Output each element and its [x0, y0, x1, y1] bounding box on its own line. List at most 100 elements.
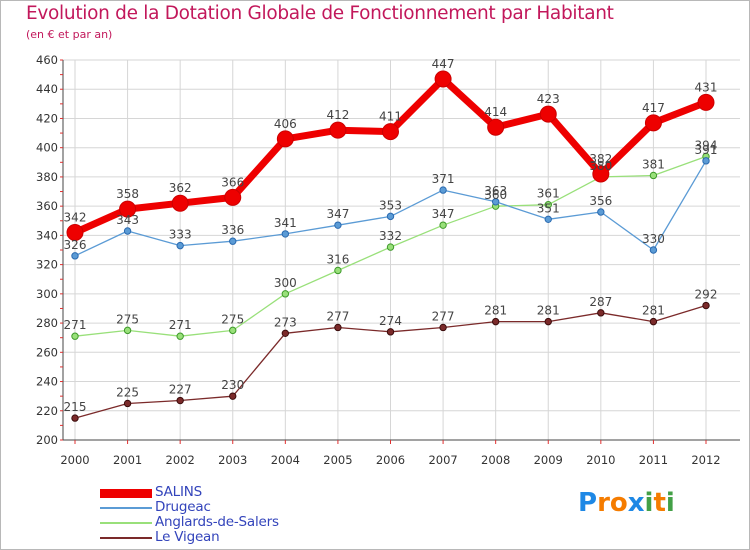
data-label: 287 — [589, 295, 612, 309]
x-tick-label: 2006 — [376, 453, 405, 467]
data-label: 358 — [116, 187, 139, 201]
data-label: 292 — [695, 288, 718, 302]
data-point — [281, 329, 290, 338]
data-label: 326 — [64, 238, 87, 252]
data-label: 411 — [379, 110, 402, 124]
x-tick-label: 2012 — [691, 453, 720, 467]
data-label: 347 — [432, 207, 455, 221]
data-label: 447 — [432, 57, 455, 71]
data-point — [281, 230, 290, 238]
data-point — [382, 123, 399, 141]
data-label: 274 — [379, 314, 402, 328]
legend-swatch — [100, 537, 152, 539]
y-tick-label: 320 — [36, 258, 58, 272]
data-point — [229, 326, 237, 335]
data-label: 342 — [64, 210, 87, 224]
y-tick-label: 420 — [36, 111, 58, 125]
data-label: 271 — [64, 318, 87, 332]
data-point — [544, 215, 552, 224]
chart-title: Evolution de la Dotation Globale de Fonc… — [26, 3, 614, 24]
data-point — [71, 414, 79, 422]
data-label: 230 — [221, 378, 244, 392]
data-point — [123, 399, 132, 408]
data-point — [224, 188, 242, 206]
data-point — [434, 70, 452, 88]
x-tick-label: 2010 — [586, 453, 615, 467]
data-point — [544, 317, 552, 326]
data-point — [334, 323, 342, 332]
data-label: 277 — [432, 309, 455, 323]
data-point — [491, 317, 500, 326]
data-point — [597, 208, 605, 216]
data-point — [649, 317, 658, 326]
data-point — [229, 392, 237, 400]
data-label: 300 — [274, 276, 297, 290]
data-label: 271 — [169, 318, 192, 332]
data-label: 341 — [274, 216, 297, 230]
data-label: 275 — [221, 312, 244, 326]
data-point — [386, 243, 395, 251]
data-point — [592, 165, 610, 183]
data-label: 227 — [169, 383, 192, 397]
y-tick-label: 240 — [36, 375, 58, 389]
x-tick-label: 2004 — [271, 453, 300, 467]
data-label: 391 — [695, 143, 718, 157]
data-point — [176, 396, 184, 405]
proxiti-logo: Proxiti — [578, 488, 675, 518]
data-label: 414 — [484, 105, 507, 119]
data-label: 366 — [221, 175, 244, 189]
data-label: 351 — [537, 201, 560, 215]
data-point — [329, 121, 347, 139]
data-label: 360 — [484, 188, 507, 202]
data-label: 353 — [379, 198, 402, 212]
data-point — [487, 118, 505, 136]
data-point — [119, 200, 137, 218]
data-label: 362 — [169, 181, 192, 195]
data-label: 215 — [64, 400, 87, 414]
x-tick-label: 2005 — [323, 453, 352, 467]
x-tick-label: 2009 — [534, 453, 563, 467]
legend-label: Drugeac — [155, 499, 211, 515]
data-point — [439, 186, 447, 194]
data-label: 332 — [379, 229, 402, 243]
data-point — [649, 171, 658, 180]
logo-letter: r — [597, 488, 610, 518]
data-point — [176, 332, 184, 340]
data-label: 423 — [537, 92, 560, 106]
y-tick-label: 200 — [36, 433, 58, 447]
data-point — [702, 157, 710, 165]
data-label: 281 — [484, 304, 507, 318]
x-tick-label: 2007 — [428, 453, 457, 467]
legend-swatch — [100, 488, 152, 498]
data-point — [176, 241, 184, 250]
data-point — [123, 227, 132, 235]
logo-letter: i — [644, 488, 654, 518]
y-tick-label: 300 — [36, 287, 58, 301]
y-tick-label: 340 — [36, 228, 58, 242]
data-point — [544, 200, 552, 209]
data-point — [123, 326, 132, 335]
logo-letter: t — [653, 488, 666, 518]
data-label: 417 — [642, 101, 665, 115]
data-label: 333 — [169, 228, 192, 242]
logo-letter: x — [627, 488, 645, 518]
data-label: 380 — [589, 159, 612, 173]
data-label: 316 — [326, 252, 349, 266]
y-tick-label: 380 — [36, 170, 58, 184]
x-tick-label: 2003 — [218, 453, 247, 467]
data-label: 273 — [274, 315, 297, 329]
data-label: 394 — [695, 138, 718, 152]
y-tick-label: 220 — [36, 404, 58, 418]
data-point — [386, 212, 395, 221]
data-point — [697, 93, 715, 111]
data-label: 412 — [326, 108, 349, 122]
x-tick-label: 2001 — [113, 453, 142, 467]
data-point — [649, 246, 658, 254]
data-point — [334, 221, 342, 229]
data-point — [702, 301, 710, 310]
y-tick-label: 460 — [36, 53, 58, 67]
data-label: 431 — [695, 80, 718, 94]
data-point — [71, 252, 79, 260]
legend-swatch — [100, 522, 152, 524]
data-label: 225 — [116, 385, 139, 399]
